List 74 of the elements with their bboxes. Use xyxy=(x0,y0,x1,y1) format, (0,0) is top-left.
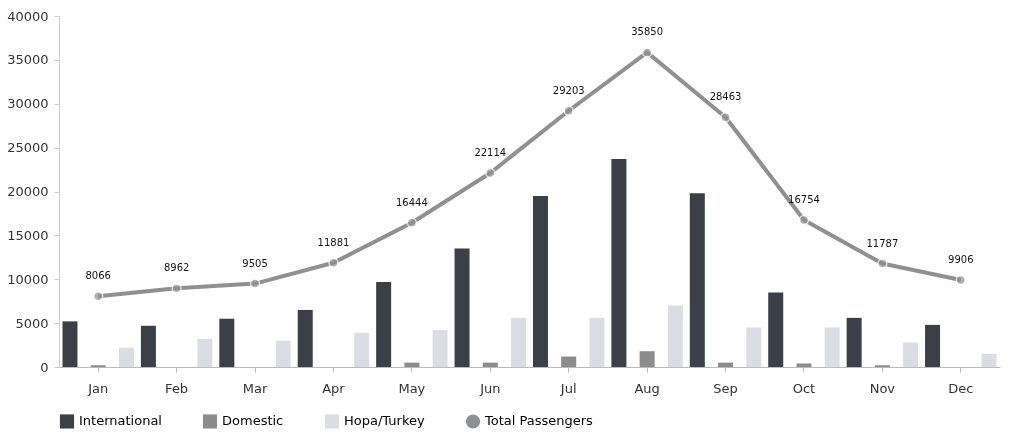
bar xyxy=(746,327,762,367)
data-label: 9505 xyxy=(242,257,268,269)
data-label: 29203 xyxy=(552,84,585,96)
x-tick-label: Aug xyxy=(634,380,660,396)
data-label: 35850 xyxy=(631,26,664,38)
bar xyxy=(118,347,134,367)
bar xyxy=(219,318,235,367)
data-label: 16754 xyxy=(788,193,820,205)
legend-label: International xyxy=(79,413,162,429)
point xyxy=(641,47,653,58)
data-label: 28463 xyxy=(709,91,742,103)
bar xyxy=(62,321,78,367)
y-tick-label: 40000 xyxy=(7,8,49,24)
legend-label: Total Passengers xyxy=(484,413,594,429)
y-tick-label: 10000 xyxy=(7,271,49,287)
bar xyxy=(376,281,392,367)
bar xyxy=(667,305,683,367)
x-tick-label: Nov xyxy=(869,380,896,396)
legend-label: Domestic xyxy=(222,413,284,429)
bar xyxy=(482,362,498,367)
bar xyxy=(689,193,705,367)
bar xyxy=(511,317,527,367)
data-label: 9906 xyxy=(948,254,974,266)
y-tick-label: 25000 xyxy=(7,140,49,156)
bar xyxy=(454,248,470,367)
x-tick-label: May xyxy=(398,380,426,396)
x-tick-label: Mar xyxy=(242,380,268,396)
bar xyxy=(981,353,997,367)
x-tick-label: Jan xyxy=(87,380,109,396)
bar xyxy=(561,356,577,367)
x-tick-label: Dec xyxy=(948,380,974,396)
data-label: 11881 xyxy=(317,236,350,248)
bar xyxy=(718,362,734,367)
legend-label: Hopa/Turkey xyxy=(344,413,425,429)
bar xyxy=(140,325,156,367)
bar xyxy=(197,338,213,367)
bar xyxy=(275,340,291,367)
point xyxy=(406,217,418,228)
bar xyxy=(925,324,941,367)
x-tick-label: Jul xyxy=(559,380,577,396)
y-tick-label: 0 xyxy=(40,359,49,375)
bar xyxy=(824,327,840,367)
x-tick-label: Feb xyxy=(165,380,189,396)
bar xyxy=(639,351,655,367)
bar xyxy=(404,362,420,367)
data-label: 16444 xyxy=(395,196,428,208)
y-tick-label: 15000 xyxy=(7,227,49,243)
bar xyxy=(846,317,862,367)
point xyxy=(563,105,574,116)
data-label: 8962 xyxy=(163,262,190,274)
point xyxy=(249,278,261,289)
y-tick-label: 35000 xyxy=(7,52,49,68)
x-tick-label: Jun xyxy=(479,380,501,396)
bar xyxy=(589,317,605,367)
x-tick-label: Apr xyxy=(322,380,346,396)
bar xyxy=(611,159,627,367)
bar xyxy=(532,195,548,367)
y-tick-label: 20000 xyxy=(7,184,49,199)
data-label: 8066 xyxy=(85,270,111,282)
bar xyxy=(796,363,812,367)
point xyxy=(877,258,888,269)
point xyxy=(485,167,496,179)
data-label: 11787 xyxy=(866,237,899,249)
bar xyxy=(903,342,919,367)
x-tick-label: Oct xyxy=(792,380,816,396)
data-label: 22114 xyxy=(474,146,507,158)
bar xyxy=(297,309,313,367)
point xyxy=(720,112,731,123)
bar xyxy=(432,330,448,367)
bar xyxy=(768,292,784,367)
y-tick-label: 5000 xyxy=(15,315,49,331)
x-tick-label: Sep xyxy=(713,380,738,396)
y-tick-label: 30000 xyxy=(7,96,49,112)
bar xyxy=(354,332,370,367)
